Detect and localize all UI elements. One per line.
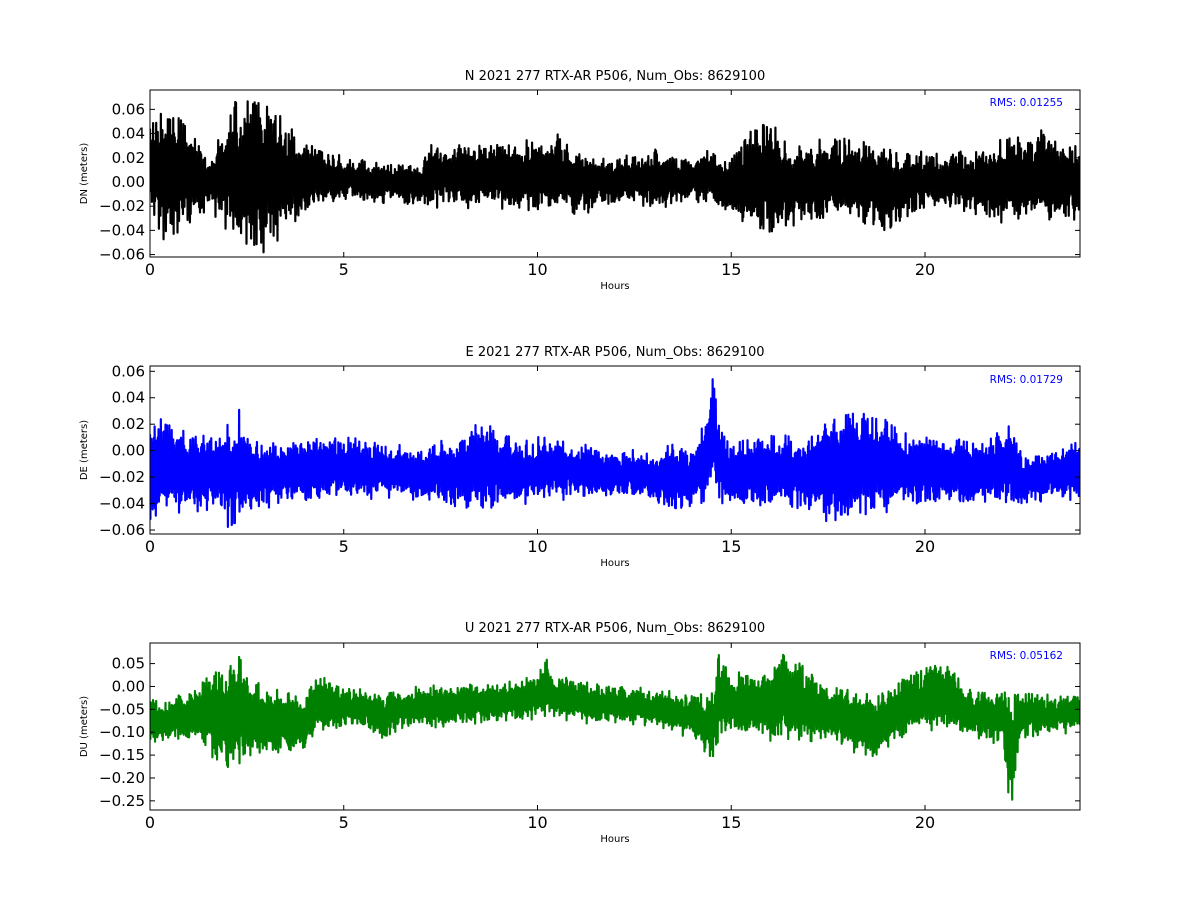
y-tick-label: 0.04	[112, 389, 145, 407]
subplot-north: N 2021 277 RTX-AR P506, Num_Obs: 8629100…	[79, 69, 1081, 292]
y-tick-label: 0.00	[112, 677, 145, 695]
y-tick-label: 0.06	[112, 362, 145, 380]
x-tick-label: 15	[721, 260, 741, 279]
x-axis-label: Hours	[600, 834, 629, 845]
y-axis-label: DN (meters)	[79, 143, 90, 205]
y-tick-label: −0.04	[99, 495, 145, 513]
axes-frame	[149, 89, 1081, 258]
y-tick-label: 0.02	[112, 415, 145, 433]
subplot-up: U 2021 277 RTX-AR P506, Num_Obs: 8629100…	[79, 621, 1081, 845]
axes-frame	[149, 642, 1081, 811]
subplot-east: E 2021 277 RTX-AR P506, Num_Obs: 8629100…	[79, 345, 1081, 569]
subplot-title: N 2021 277 RTX-AR P506, Num_Obs: 8629100	[465, 69, 765, 84]
y-tick-label: 0.00	[112, 173, 145, 191]
x-tick-label: 10	[527, 537, 547, 556]
data-series-line	[150, 378, 1080, 529]
x-tick-label: 0	[145, 260, 155, 279]
y-tick-label: −0.25	[99, 792, 145, 810]
y-tick-label: 0.02	[112, 149, 145, 167]
y-tick-label: −0.02	[99, 197, 145, 215]
x-axis-label: Hours	[600, 558, 629, 569]
subplot-title: U 2021 277 RTX-AR P506, Num_Obs: 8629100	[465, 621, 765, 636]
x-tick-label: 20	[915, 813, 935, 832]
y-axis-label: DU (meters)	[79, 696, 90, 757]
x-tick-label: 0	[145, 537, 155, 556]
x-tick-label: 5	[339, 813, 349, 832]
rms-annotation: RMS: 0.01255	[990, 97, 1063, 109]
y-tick-label: −0.05	[99, 700, 145, 718]
x-tick-label: 5	[339, 537, 349, 556]
y-tick-label: 0.00	[112, 442, 145, 460]
x-tick-label: 20	[915, 537, 935, 556]
x-tick-label: 15	[721, 537, 741, 556]
y-tick-label: −0.06	[99, 246, 145, 264]
y-tick-label: −0.20	[99, 769, 145, 787]
plot-area: 0 5 10 15 20 0.05 0.00 −0.05 −0.10 −0.15 −0.20 −0.2…	[99, 642, 1081, 832]
data-series-line	[150, 100, 1080, 254]
rms-annotation: RMS: 0.05162	[990, 650, 1063, 662]
y-tick-label: 0.06	[112, 100, 145, 118]
plot-area: 0 5 10 15 20 0.06 0.04 0.02 0.00 −0.02 −0.04 −0.06	[99, 89, 1081, 279]
x-tick-label: 15	[721, 813, 741, 832]
y-tick-label: 0.04	[112, 125, 145, 143]
x-tick-label: 10	[527, 813, 547, 832]
plot-area: 0 5 10 15 20 0.06 0.04 0.02 0.00 −0.02 −0.04 −0.06	[99, 362, 1081, 556]
subplot-title: E 2021 277 RTX-AR P506, Num_Obs: 8629100	[466, 345, 765, 360]
y-tick-label: −0.10	[99, 723, 145, 741]
y-tick-label: −0.04	[99, 221, 145, 239]
x-axis-label: Hours	[600, 281, 629, 292]
y-axis-label: DE (meters)	[79, 420, 90, 480]
rms-annotation: RMS: 0.01729	[990, 374, 1063, 386]
data-series-line	[150, 653, 1080, 801]
x-tick-label: 0	[145, 813, 155, 832]
x-tick-label: 20	[915, 260, 935, 279]
axes-frame	[149, 365, 1081, 535]
y-tick-label: −0.06	[99, 521, 145, 539]
y-tick-label: −0.15	[99, 746, 145, 764]
x-tick-label: 10	[527, 260, 547, 279]
x-tick-label: 5	[339, 260, 349, 279]
y-tick-label: −0.02	[99, 468, 145, 486]
y-tick-label: 0.05	[112, 655, 145, 673]
